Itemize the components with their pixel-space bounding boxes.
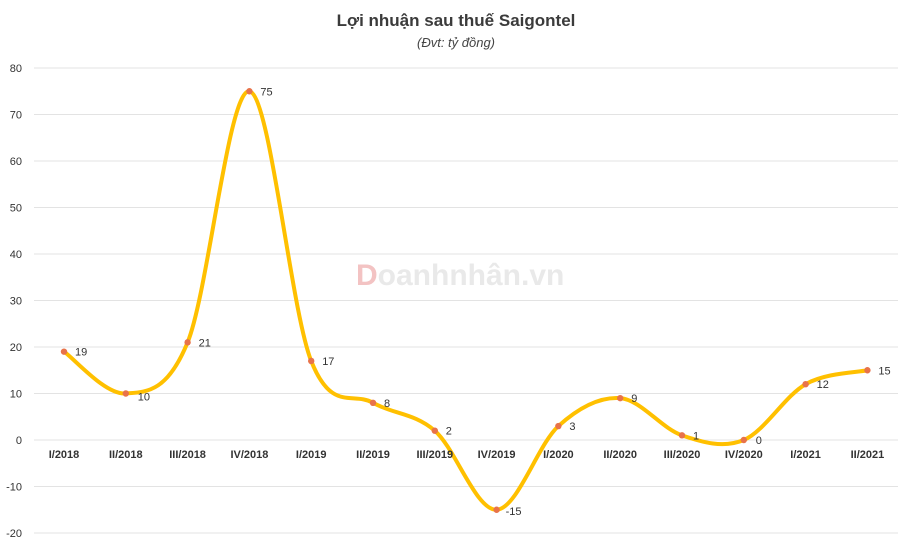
y-tick-label: 80	[10, 63, 22, 75]
data-point	[617, 394, 624, 402]
y-tick-label: 20	[10, 342, 22, 354]
x-tick-label: III/2020	[664, 449, 701, 461]
data-point	[740, 436, 747, 444]
data-label: 17	[322, 356, 334, 368]
watermark: Doanhnhân.vn	[356, 259, 564, 292]
chart-subtitle: (Đvt: tỷ đồng)	[417, 35, 495, 50]
x-tick-label: III/2018	[169, 449, 206, 461]
y-tick-label: -10	[6, 482, 22, 494]
x-tick-label: IV/2020	[725, 449, 763, 461]
watermark-rest: oanhnhân.vn	[378, 259, 565, 292]
x-tick-label: II/2019	[356, 449, 390, 461]
data-label: 0	[756, 435, 762, 447]
watermark-first-letter: D	[356, 259, 378, 292]
data-label: 10	[138, 392, 150, 404]
x-tick-label: I/2018	[49, 449, 80, 461]
y-axis-ticks: -20 -10 0 10 20 30 40 50 60 70 80	[6, 63, 22, 540]
data-label: 75	[260, 86, 272, 98]
y-tick-label: 0	[16, 435, 22, 447]
y-tick-label: 50	[10, 203, 22, 215]
chart-title: Lợi nhuận sau thuế Saigontel	[337, 11, 576, 30]
data-point	[802, 381, 809, 388]
data-point	[431, 427, 438, 434]
data-label: 3	[569, 421, 575, 433]
data-label: 1	[693, 430, 699, 442]
series-line-group	[62, 89, 870, 512]
data-label: 12	[817, 379, 829, 391]
x-tick-label: II/2018	[109, 449, 143, 461]
data-label: 21	[199, 337, 211, 349]
x-tick-label: III/2019	[416, 449, 453, 461]
data-label: 15	[878, 365, 890, 377]
y-tick-label: 40	[10, 249, 22, 261]
data-point	[864, 367, 871, 374]
data-point	[60, 348, 68, 355]
data-label: -15	[506, 506, 522, 518]
x-tick-label: II/2021	[851, 449, 885, 461]
data-point	[493, 506, 500, 513]
y-tick-label: 70	[10, 110, 22, 122]
y-tick-label: 30	[10, 296, 22, 308]
data-point	[308, 357, 315, 365]
data-point	[555, 422, 562, 430]
x-tick-label: IV/2018	[230, 449, 268, 461]
data-point	[246, 88, 253, 95]
data-point	[184, 339, 191, 346]
x-axis-ticks: I/2018 II/2018 III/2018 IV/2018 I/2019 II/201…	[49, 449, 885, 461]
data-label: 9	[631, 393, 637, 405]
x-tick-label: I/2020	[543, 449, 574, 461]
y-tick-label: 60	[10, 156, 22, 168]
data-points	[60, 88, 871, 513]
x-tick-label: I/2021	[790, 449, 821, 461]
x-tick-label: I/2019	[296, 449, 327, 461]
series-line	[62, 89, 870, 512]
data-label: 19	[75, 347, 87, 359]
data-point	[369, 399, 377, 406]
x-tick-label: II/2020	[603, 449, 637, 461]
data-label: 2	[446, 426, 452, 438]
gridlines	[34, 67, 898, 534]
data-point	[678, 432, 686, 439]
data-point	[122, 390, 129, 397]
y-tick-label: 10	[10, 389, 22, 401]
data-label: 8	[384, 398, 390, 410]
y-tick-label: -20	[6, 528, 22, 540]
x-tick-label: IV/2019	[478, 449, 516, 461]
